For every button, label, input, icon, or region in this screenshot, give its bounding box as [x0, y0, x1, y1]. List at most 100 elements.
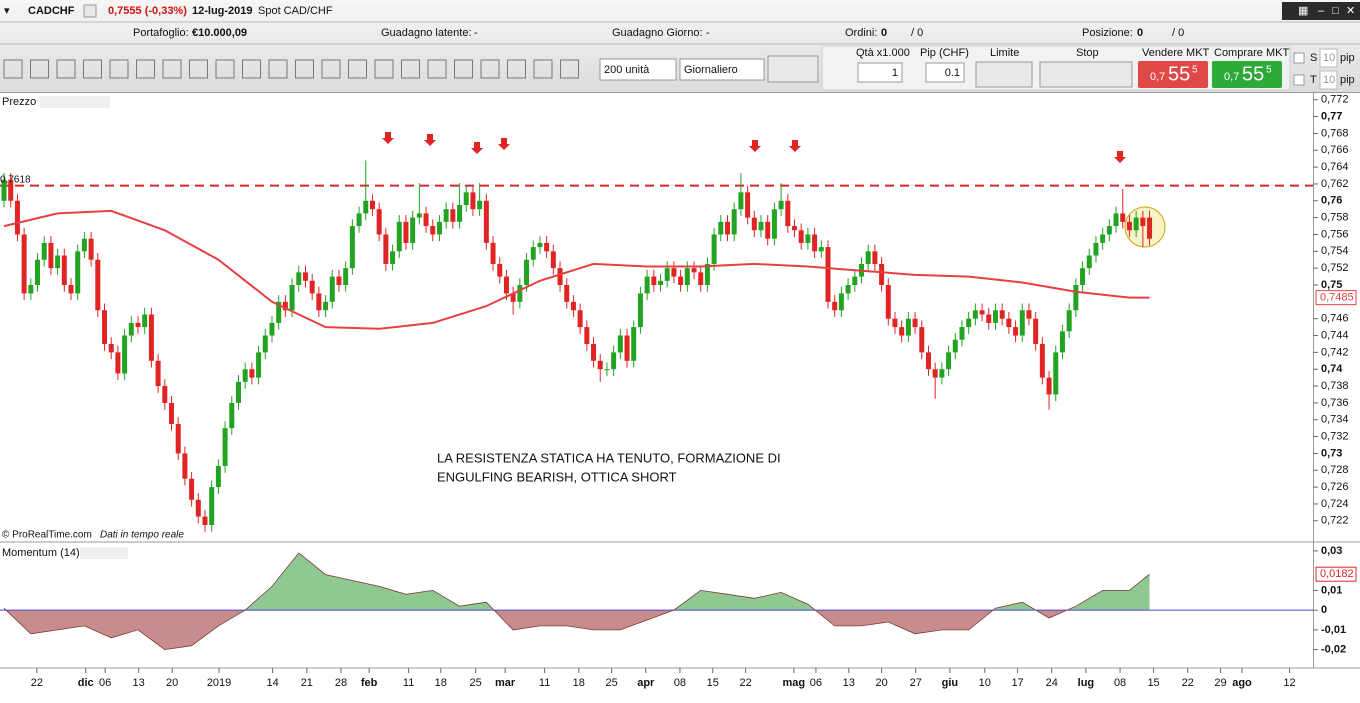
win-btn[interactable]: □ [1332, 5, 1339, 17]
pips-input[interactable] [1319, 48, 1338, 68]
x-tick-label: 08 [674, 677, 686, 689]
tool-icon[interactable] [242, 59, 261, 79]
candle-body [584, 327, 590, 344]
candle-body [1120, 213, 1126, 222]
candle-body [222, 428, 228, 467]
candle-body [711, 234, 717, 264]
candle-body [162, 386, 168, 403]
candle-body [430, 226, 436, 235]
candle-body [872, 251, 878, 264]
buy-big[interactable]: 55 [1242, 63, 1264, 85]
date: 12-lug-2019 [192, 5, 253, 17]
stop-btns[interactable] [1039, 61, 1133, 88]
buy-sup[interactable]: 5 [1266, 65, 1272, 76]
candle-body [175, 423, 181, 454]
pips[interactable]: 10 [1323, 52, 1335, 64]
period[interactable]: Giornaliero [684, 64, 738, 76]
qty[interactable]: 1 [892, 67, 898, 79]
tool-icon[interactable] [136, 59, 155, 79]
tool-icon[interactable] [507, 59, 526, 79]
candle-body [289, 285, 295, 311]
candle-body [852, 276, 858, 285]
menu-arrow[interactable]: ▾ [4, 5, 10, 17]
sell-sup[interactable]: 5 [1192, 65, 1198, 76]
tool-icon[interactable] [109, 59, 129, 79]
candle-body [591, 343, 597, 361]
tool-icon[interactable] [215, 59, 235, 79]
pip-input[interactable] [925, 62, 965, 83]
period-select[interactable] [679, 58, 765, 81]
tool-icon[interactable] [348, 59, 367, 79]
candle-body [751, 217, 757, 231]
tool-icon[interactable] [295, 59, 314, 79]
candle-body [497, 263, 503, 277]
tool-icon[interactable] [30, 59, 49, 79]
pip[interactable]: 0.1 [945, 67, 960, 79]
tool-icon[interactable] [401, 59, 420, 79]
tool-icon[interactable] [3, 59, 23, 79]
x-tick-label: 13 [843, 677, 855, 689]
candle-body [1013, 327, 1019, 336]
units[interactable]: 200 unità [604, 64, 650, 76]
tool-icon[interactable] [162, 59, 182, 79]
tool-icon[interactable] [560, 59, 579, 79]
pips[interactable]: 10 [1323, 74, 1335, 86]
candle-body [1073, 285, 1079, 311]
candle-body [477, 200, 483, 210]
y-tick-label: 0,724 [1321, 498, 1349, 510]
candle-body [122, 335, 128, 374]
tool-icon[interactable] [454, 59, 473, 79]
win-btn[interactable]: ▦ [1298, 5, 1308, 17]
panel-title: Prezzo [2, 96, 36, 108]
y-tick-label: 0,732 [1321, 430, 1349, 442]
sell-big[interactable]: 55 [1168, 63, 1190, 85]
x-tick-label: 2019 [207, 677, 231, 689]
units-select[interactable] [599, 58, 677, 81]
candle-body [28, 285, 34, 294]
tool-icon[interactable] [56, 59, 76, 79]
y-tick-label: 0,738 [1321, 380, 1349, 392]
candle-body [979, 310, 985, 315]
candle-body [905, 318, 911, 336]
win-btn[interactable]: ✕ [1346, 5, 1355, 17]
window-controls[interactable] [1282, 2, 1360, 20]
candle-body [95, 259, 101, 311]
label: Comprare MKT [1214, 47, 1289, 59]
y-tick-label: 0,728 [1321, 464, 1349, 476]
tool-icon[interactable] [374, 59, 394, 79]
panel-icons[interactable] [40, 96, 110, 108]
candle-body [1080, 268, 1086, 285]
candle-body [363, 200, 369, 214]
tool-icon[interactable] [268, 59, 288, 79]
label: Ordini: [845, 27, 877, 39]
candle-body [631, 327, 637, 361]
x-tick-label: 27 [910, 677, 922, 689]
sell-small[interactable]: 0,7 [1150, 71, 1165, 83]
win-btn[interactable]: – [1318, 5, 1325, 17]
tool-icon[interactable] [480, 59, 500, 79]
checkbox[interactable] [1293, 52, 1305, 64]
sell-btn[interactable] [1138, 61, 1208, 88]
candle-body [972, 310, 978, 319]
checkbox[interactable] [1293, 74, 1305, 86]
limit-btns[interactable] [975, 61, 1033, 88]
price-box-label: 0,0182 [1320, 568, 1354, 580]
candle-body [229, 402, 235, 429]
panel-icons[interactable] [80, 547, 128, 559]
candle-body [550, 251, 556, 269]
candle-body [1113, 213, 1119, 227]
qty-input[interactable] [857, 62, 903, 83]
tool-icon[interactable] [189, 59, 208, 79]
tool-icon[interactable] [533, 59, 553, 79]
tool-icon[interactable] [427, 59, 447, 79]
buy-small[interactable]: 0,7 [1224, 71, 1239, 83]
symbol[interactable]: CADCHF [28, 5, 75, 17]
candle-body [1, 179, 7, 201]
pips-input[interactable] [1319, 70, 1338, 90]
buy-btn[interactable] [1212, 61, 1282, 88]
tool-icon[interactable] [83, 59, 102, 79]
info-icon[interactable] [83, 4, 97, 18]
tool-icon[interactable] [321, 59, 341, 79]
candle-body [671, 268, 677, 277]
indicator-btn[interactable] [767, 55, 819, 83]
